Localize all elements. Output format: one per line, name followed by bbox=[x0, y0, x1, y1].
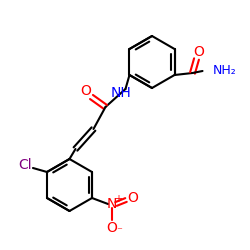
Text: +: + bbox=[114, 194, 122, 204]
Text: O: O bbox=[80, 84, 91, 98]
Text: NH₂: NH₂ bbox=[212, 64, 236, 78]
Text: Cl: Cl bbox=[18, 158, 32, 172]
Text: O: O bbox=[193, 45, 204, 59]
Text: N: N bbox=[107, 197, 117, 211]
Text: ⁻: ⁻ bbox=[116, 226, 122, 236]
Text: O: O bbox=[106, 221, 118, 235]
Text: O: O bbox=[128, 191, 138, 205]
Text: NH: NH bbox=[111, 86, 132, 100]
